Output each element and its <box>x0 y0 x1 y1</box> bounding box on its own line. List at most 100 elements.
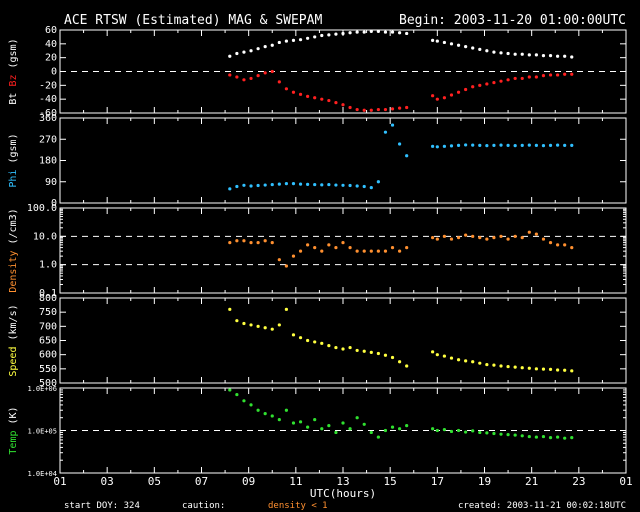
data-point <box>362 108 366 112</box>
data-point <box>228 54 232 58</box>
data-point <box>485 82 489 86</box>
data-point <box>334 101 338 105</box>
data-point <box>277 182 281 186</box>
data-point <box>485 431 489 435</box>
y-tick-label: 90 <box>45 177 57 188</box>
data-point <box>348 183 352 188</box>
data-point <box>449 237 454 241</box>
data-point <box>478 47 482 51</box>
y-tick-label: 550 <box>39 364 57 375</box>
data-point <box>313 418 317 422</box>
y-tick-label: 1.0 <box>39 260 57 271</box>
data-point <box>256 183 260 188</box>
x-tick-label: 01 <box>619 475 632 488</box>
x-tick-labels: 01 03 05 07 09 11 13 15 17 19 21 23 01 <box>53 475 632 488</box>
data-point <box>284 408 288 412</box>
panel-density: 100.0 10.0 1.0 0.1 Density (/cm3) <box>8 203 627 299</box>
y-axis-label-part: (/cm3) <box>8 208 19 250</box>
data-point <box>398 31 402 35</box>
data-point <box>456 90 461 94</box>
data-point <box>291 333 296 337</box>
y-tick-label: 40 <box>45 39 57 50</box>
caution-label: caution: <box>182 501 225 511</box>
data-point <box>376 107 380 112</box>
data-point <box>242 239 246 243</box>
data-point <box>383 107 388 112</box>
data-point <box>327 344 331 348</box>
data-point <box>390 425 395 429</box>
data-point <box>471 429 475 433</box>
data-point <box>499 143 503 147</box>
y-axis-label-part: Speed <box>8 347 19 377</box>
data-point <box>348 105 352 110</box>
data-point <box>362 249 366 253</box>
data-point <box>298 38 303 42</box>
series-speed <box>228 307 574 373</box>
panel-frame <box>59 29 627 114</box>
data-point <box>527 53 531 57</box>
data-point <box>235 184 239 189</box>
data-point <box>449 356 454 360</box>
data-point <box>249 49 253 53</box>
data-point <box>492 236 496 240</box>
data-point <box>431 427 435 431</box>
data-point <box>405 154 409 158</box>
data-point <box>556 368 560 372</box>
data-point <box>492 80 496 85</box>
data-point <box>291 90 296 94</box>
data-point <box>242 50 246 54</box>
data-point <box>527 143 531 147</box>
data-point <box>471 234 475 238</box>
created-time: created: 2003-11-21 00:02:18UTC <box>458 501 626 511</box>
y-axis-label: Bt Bz (gsm) <box>8 38 19 104</box>
data-point <box>556 143 560 147</box>
data-point <box>228 388 232 392</box>
data-point <box>341 103 345 107</box>
series-phi <box>228 123 574 191</box>
panel-mag: 60 40 20 0 -20 -40 -60 Bt Bz (gsm) <box>8 25 627 119</box>
data-point <box>520 236 524 240</box>
data-point <box>485 237 489 241</box>
data-point <box>506 433 510 437</box>
data-point <box>513 234 517 238</box>
data-point <box>362 349 366 353</box>
data-point <box>313 246 317 250</box>
y-axis-label-part: (km/s) <box>8 304 19 346</box>
data-point <box>362 422 366 426</box>
data-point <box>541 237 546 241</box>
data-point <box>313 96 317 100</box>
y-tick-label: 500 <box>39 378 57 389</box>
series-bt <box>228 29 574 59</box>
data-point <box>435 237 439 241</box>
data-point <box>334 246 338 250</box>
data-point <box>277 258 281 262</box>
data-point <box>298 420 303 424</box>
data-point <box>464 430 468 434</box>
x-tick-label: 07 <box>195 475 208 488</box>
data-point <box>348 31 352 35</box>
data-point <box>327 424 331 428</box>
data-point <box>520 434 524 438</box>
data-point <box>362 30 366 34</box>
data-point <box>541 144 546 148</box>
begin-time: Begin: 2003-11-20 01:00:00UTC <box>399 13 626 28</box>
data-point <box>277 40 281 45</box>
data-point <box>256 74 260 78</box>
data-point <box>327 182 331 187</box>
panel-phi: 360 270 180 90 0 Phi (gsm) <box>8 113 627 209</box>
data-point <box>527 434 531 439</box>
panel-frame <box>59 297 627 384</box>
data-point <box>435 428 439 433</box>
data-point <box>506 51 510 56</box>
data-point <box>398 106 402 110</box>
data-point <box>313 340 317 344</box>
data-point <box>263 45 267 49</box>
data-point <box>249 184 253 188</box>
data-point <box>320 249 324 253</box>
panel-frame <box>59 117 627 204</box>
y-tick-label: 100.0 <box>27 203 57 214</box>
y-tick-label: 0.1 <box>39 288 57 299</box>
data-point <box>348 345 352 350</box>
x-tick-label: 21 <box>525 475 538 488</box>
